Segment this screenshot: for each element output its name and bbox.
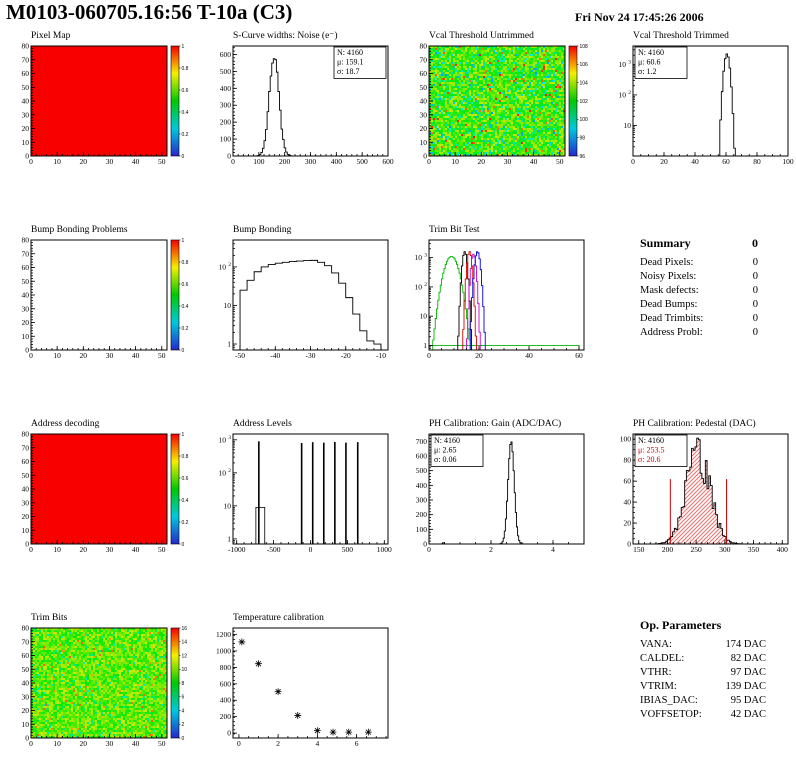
chart-title: S-Curve widths: Noise (e⁻) bbox=[233, 31, 338, 41]
op-parameter-label: VOFFSETOP: bbox=[640, 709, 702, 720]
ph-gain-plot bbox=[402, 430, 592, 558]
op-parameter-row: VTRIM: 139 DAC bbox=[640, 680, 766, 694]
chart-title: Vcal Threshold Trimmed bbox=[633, 31, 729, 41]
chart-title: PH Calibration: Pedestal (DAC) bbox=[633, 419, 756, 429]
summary-row-label: Dead Pixels: bbox=[640, 257, 694, 268]
op-parameter-value: 42 DAC bbox=[730, 709, 766, 720]
summary-row: Dead Trimbits: 0 bbox=[640, 312, 758, 326]
report-date: Fri Nov 24 17:45:26 2006 bbox=[575, 10, 704, 24]
summary-row-value: 0 bbox=[752, 285, 758, 296]
page-title: M0103-060705.16:56 T-10a (C3) bbox=[6, 0, 293, 24]
op-parameters-panel: Op. Parameters VANA: 174 DAC CALDEL: 82 DA… bbox=[640, 618, 766, 722]
chart-title: Vcal Threshold Untrimmed bbox=[429, 31, 534, 41]
trim-bits-plot bbox=[4, 624, 194, 752]
vcal-untrimmed-plot bbox=[402, 42, 592, 170]
op-parameters-header: Op. Parameters bbox=[640, 618, 766, 633]
summary-row-label: Mask defects: bbox=[640, 285, 699, 296]
chart-scurve-noise: S-Curve widths: Noise (e⁻) bbox=[206, 30, 396, 178]
ph-pedestal-plot bbox=[606, 430, 796, 558]
scurve-noise-plot bbox=[206, 42, 396, 170]
vcal-trimmed-plot bbox=[606, 42, 796, 170]
pixel-map-plot bbox=[4, 42, 194, 170]
op-parameter-value: 95 DAC bbox=[730, 695, 766, 706]
op-parameter-row: VTHR: 97 DAC bbox=[640, 666, 766, 680]
chart-title: Temperature calibration bbox=[233, 613, 324, 623]
summary-row-value: 0 bbox=[752, 327, 758, 338]
summary-title: Summary bbox=[640, 236, 691, 250]
summary-row: Mask defects: 0 bbox=[640, 284, 758, 298]
op-parameters-title: Op. Parameters bbox=[640, 618, 722, 632]
op-parameter-value: 174 DAC bbox=[725, 639, 766, 650]
summary-row: Dead Pixels: 0 bbox=[640, 256, 758, 270]
chart-title: Bump Bonding bbox=[233, 225, 292, 235]
temperature-calibration-plot bbox=[206, 624, 396, 752]
address-levels-plot bbox=[206, 430, 396, 558]
address-decoding-plot bbox=[4, 430, 194, 558]
summary-row-value: 0 bbox=[752, 271, 758, 282]
op-parameter-row: VANA: 174 DAC bbox=[640, 638, 766, 652]
summary-row-label: Address Probl: bbox=[640, 327, 703, 338]
chart-address-levels: Address Levels bbox=[206, 418, 396, 566]
chart-title: PH Calibration: Gain (ADC/DAC) bbox=[429, 419, 562, 429]
summary-total: 0 bbox=[752, 236, 758, 250]
op-parameter-label: VANA: bbox=[640, 639, 672, 650]
chart-ph-pedestal: PH Calibration: Pedestal (DAC) bbox=[606, 418, 796, 566]
op-parameter-value: 97 DAC bbox=[730, 667, 766, 678]
chart-bump-bonding-problems: Bump Bonding Problems bbox=[4, 224, 194, 372]
summary-row-label: Noisy Pixels: bbox=[640, 271, 697, 282]
summary-row: Address Probl: 0 bbox=[640, 326, 758, 340]
summary-row-value: 0 bbox=[752, 257, 758, 268]
bump-bonding-plot bbox=[206, 236, 396, 364]
summary-row-label: Dead Bumps: bbox=[640, 299, 698, 310]
chart-bump-bonding: Bump Bonding bbox=[206, 224, 396, 372]
op-parameter-row: CALDEL: 82 DAC bbox=[640, 652, 766, 666]
summary-header: Summary 0 bbox=[640, 236, 758, 251]
op-parameter-value: 139 DAC bbox=[725, 681, 766, 692]
op-parameter-value: 82 DAC bbox=[730, 653, 766, 664]
op-parameter-label: IBIAS_DAC: bbox=[640, 695, 698, 706]
chart-vcal-trimmed: Vcal Threshold Trimmed bbox=[606, 30, 796, 178]
chart-title: Pixel Map bbox=[31, 31, 71, 41]
chart-pixel-map: Pixel Map bbox=[4, 30, 194, 178]
op-parameter-row: VOFFSETOP: 42 DAC bbox=[640, 708, 766, 722]
chart-trim-bits: Trim Bits bbox=[4, 612, 194, 760]
chart-title: Address decoding bbox=[31, 419, 100, 429]
op-parameter-label: CALDEL: bbox=[640, 653, 685, 664]
summary-panel: Summary 0 Dead Pixels: 0 Noisy Pixels: 0 M… bbox=[640, 236, 758, 340]
chart-title: Trim Bits bbox=[31, 613, 68, 623]
summary-row: Dead Bumps: 0 bbox=[640, 298, 758, 312]
summary-row-value: 0 bbox=[752, 313, 758, 324]
chart-title: Address Levels bbox=[233, 419, 292, 429]
chart-title: Bump Bonding Problems bbox=[31, 225, 128, 235]
chart-vcal-untrimmed: Vcal Threshold Untrimmed bbox=[402, 30, 592, 178]
op-parameter-label: VTHR: bbox=[640, 667, 672, 678]
chart-trim-bit-test: Trim Bit Test bbox=[402, 224, 592, 372]
trim-bit-test-plot bbox=[402, 236, 592, 364]
chart-temperature-calibration: Temperature calibration bbox=[206, 612, 396, 760]
summary-row-label: Dead Trimbits: bbox=[640, 313, 704, 324]
chart-title: Trim Bit Test bbox=[429, 225, 480, 235]
op-parameter-row: IBIAS_DAC: 95 DAC bbox=[640, 694, 766, 708]
chart-ph-gain: PH Calibration: Gain (ADC/DAC) bbox=[402, 418, 592, 566]
summary-row: Noisy Pixels: 0 bbox=[640, 270, 758, 284]
bump-bonding-problems-plot bbox=[4, 236, 194, 364]
op-parameter-label: VTRIM: bbox=[640, 681, 677, 692]
chart-address-decoding: Address decoding bbox=[4, 418, 194, 566]
summary-row-value: 0 bbox=[752, 299, 758, 310]
